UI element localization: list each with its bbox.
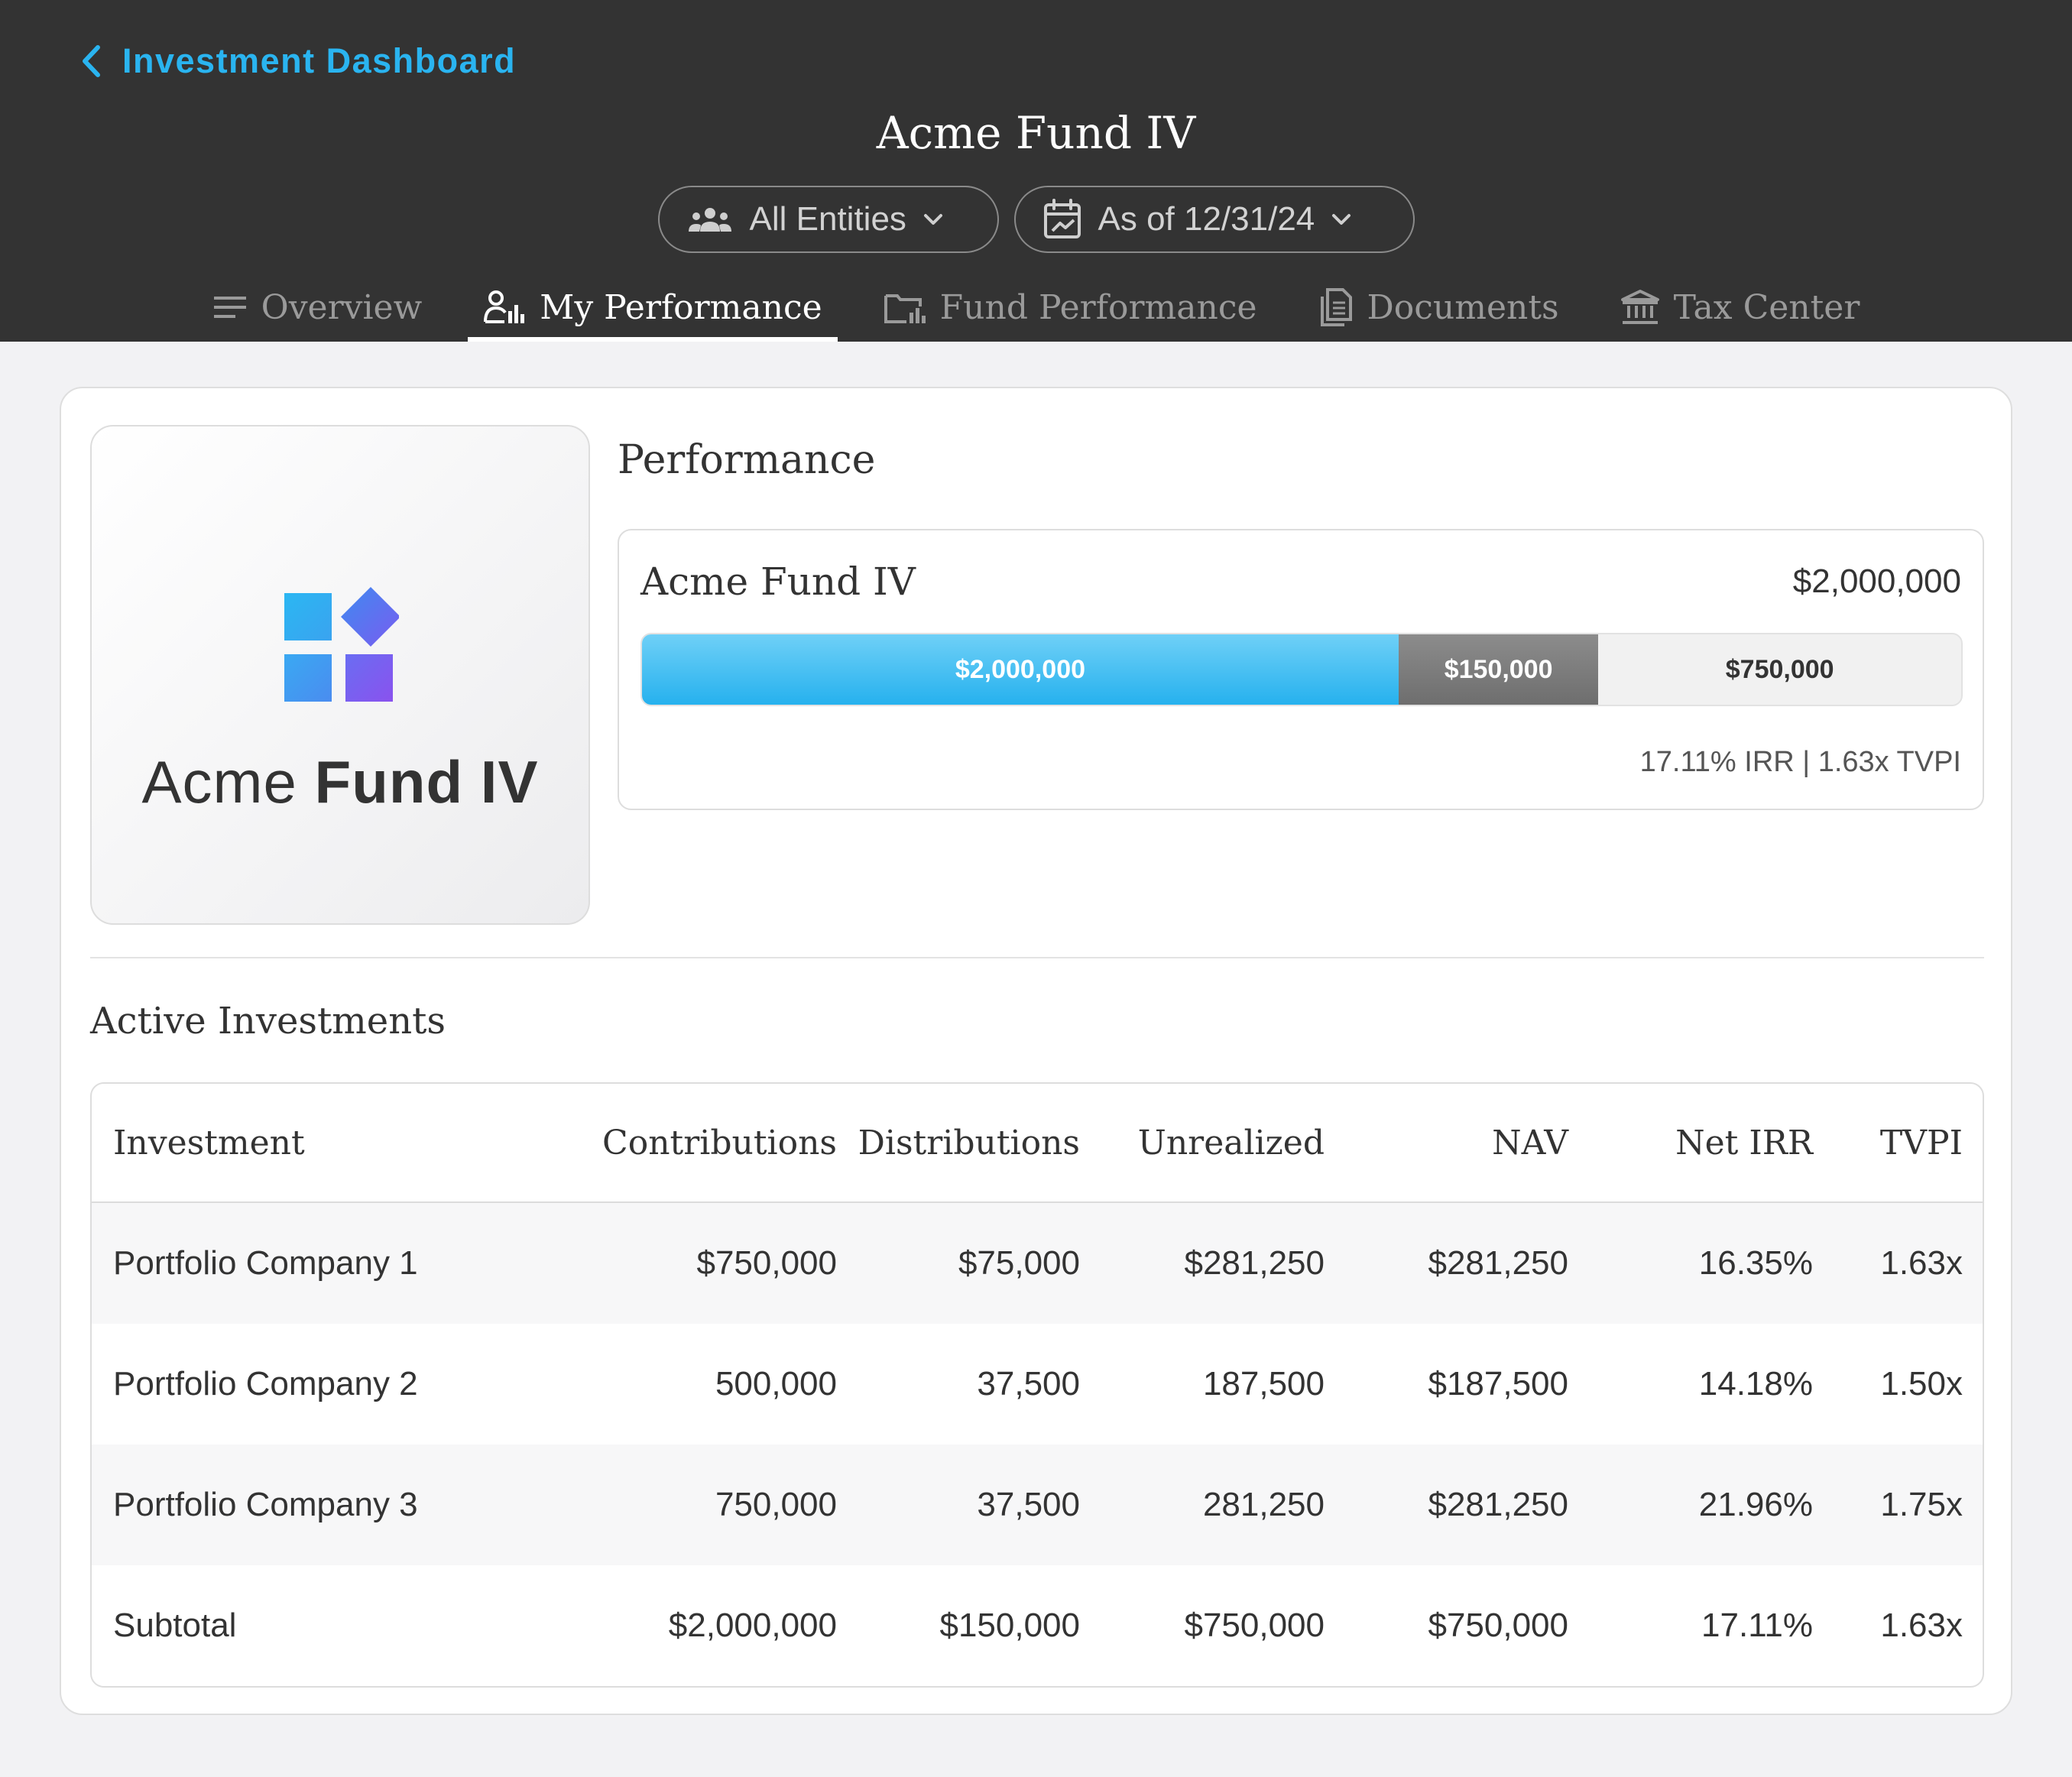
tab-documents-label: Documents xyxy=(1367,287,1559,327)
performance-fund-name: Acme Fund IV xyxy=(640,559,916,604)
table-cell: 17.11% xyxy=(1701,1607,1813,1644)
column-header[interactable]: Unrealized xyxy=(1137,1123,1325,1163)
logo-word-regular: Acme xyxy=(141,748,315,816)
table-cell: 37,500 xyxy=(977,1365,1080,1402)
table-cell: $150,000 xyxy=(939,1607,1080,1644)
table-header-row: Investment Contributions Distributions U… xyxy=(92,1084,1983,1203)
table-cell: Portfolio Company 3 xyxy=(113,1486,418,1523)
chevron-down-icon xyxy=(923,214,942,225)
table-cell: 500,000 xyxy=(715,1365,837,1402)
table-cell: 1.63x xyxy=(1880,1244,1963,1282)
column-header[interactable]: Net IRR xyxy=(1675,1123,1813,1163)
chevron-left-icon xyxy=(83,45,100,77)
bar-segment-unrealized: $750,000 xyxy=(1598,634,1961,705)
table-cell: $750,000 xyxy=(1428,1607,1568,1644)
table-cell: $75,000 xyxy=(958,1244,1080,1282)
table-cell: $750,000 xyxy=(1184,1607,1325,1644)
as-of-date-label: As of 12/31/24 xyxy=(1098,200,1315,238)
column-header[interactable]: Contributions xyxy=(602,1123,837,1163)
table-cell: 187,500 xyxy=(1202,1365,1325,1402)
table-cell: 1.50x xyxy=(1880,1365,1963,1402)
bar-segment-distributions: $150,000 xyxy=(1398,634,1599,705)
table-cell: 37,500 xyxy=(977,1486,1080,1523)
table-cell: Portfolio Company 1 xyxy=(113,1244,418,1282)
table-cell: 1.75x xyxy=(1880,1486,1963,1523)
chevron-down-icon xyxy=(1332,214,1351,225)
performance-fund-amount: $2,000,000 xyxy=(1792,563,1961,600)
fund-logo-tile: Acme Fund IV xyxy=(90,425,590,925)
tab-fund-performance[interactable]: Fund Performance xyxy=(868,273,1273,342)
table-cell: $750,000 xyxy=(696,1244,837,1282)
as-of-date-dropdown[interactable]: As of 12/31/24 xyxy=(1013,186,1415,253)
table-row[interactable]: Portfolio Company 1 $750,000 $75,000 $28… xyxy=(92,1203,1983,1324)
back-link-label: Investment Dashboard xyxy=(122,41,517,80)
performance-heading: Performance xyxy=(618,437,876,483)
table-cell: 1.63x xyxy=(1880,1607,1963,1644)
table-cell: $281,250 xyxy=(1184,1244,1325,1282)
menu-lines-icon xyxy=(213,297,246,318)
tab-documents[interactable]: Documents xyxy=(1303,273,1574,342)
documents-icon xyxy=(1320,288,1352,326)
column-header[interactable]: TVPI xyxy=(1879,1123,1963,1163)
column-header[interactable]: Distributions xyxy=(858,1123,1080,1163)
calendar-icon xyxy=(1043,199,1081,238)
entities-filter-dropdown[interactable]: All Entities xyxy=(657,186,999,253)
table-cell: 21.96% xyxy=(1698,1486,1813,1523)
active-investments-heading: Active Investments xyxy=(90,1000,446,1043)
table-cell: $281,250 xyxy=(1428,1244,1568,1282)
table-cell: Subtotal xyxy=(113,1607,237,1644)
filter-bar: All Entities As of 12/31/24 xyxy=(0,186,2072,253)
performance-stacked-bar: $2,000,000 $150,000 $750,000 xyxy=(640,633,1963,706)
section-divider xyxy=(90,957,1984,958)
fund-detail-card: Acme Fund IV Performance Acme Fund IV $2… xyxy=(60,387,2012,1715)
performance-summary-box: Acme Fund IV $2,000,000 $2,000,000 $150,… xyxy=(618,529,1984,810)
table-subtotal-row: Subtotal $2,000,000 $150,000 $750,000 $7… xyxy=(92,1565,1983,1686)
person-chart-icon xyxy=(484,290,525,323)
table-cell: 14.18% xyxy=(1698,1365,1813,1402)
table-cell: $187,500 xyxy=(1428,1365,1568,1402)
entities-filter-label: All Entities xyxy=(749,200,906,238)
logo-word-bold: Fund IV xyxy=(314,748,539,816)
bank-icon xyxy=(1620,290,1659,324)
tab-my-performance-label: My Performance xyxy=(540,287,822,327)
table-cell: Portfolio Company 2 xyxy=(113,1365,418,1402)
back-to-dashboard-link[interactable]: Investment Dashboard xyxy=(79,38,516,84)
table-cell: 281,250 xyxy=(1202,1486,1325,1523)
table-cell: $281,250 xyxy=(1428,1486,1568,1523)
tab-overview-label: Overview xyxy=(261,287,423,327)
table-row[interactable]: Portfolio Company 2 500,000 37,500 187,5… xyxy=(92,1324,1983,1445)
tab-tax-center[interactable]: Tax Center xyxy=(1605,273,1876,342)
table-cell: 16.35% xyxy=(1698,1244,1813,1282)
tab-my-performance[interactable]: My Performance xyxy=(468,273,838,342)
table-row[interactable]: Portfolio Company 3 750,000 37,500 281,2… xyxy=(92,1445,1983,1565)
table-cell: 750,000 xyxy=(715,1486,837,1523)
performance-metrics: 17.11% IRR | 1.63x TVPI xyxy=(1639,746,1961,778)
people-group-icon xyxy=(688,208,731,232)
top-header: Investment Dashboard Acme Fund IV All En… xyxy=(0,0,2072,342)
page-title: Acme Fund IV xyxy=(876,107,1196,159)
tab-tax-center-label: Tax Center xyxy=(1673,287,1860,327)
column-header[interactable]: Investment xyxy=(113,1123,305,1163)
table-cell: $2,000,000 xyxy=(668,1607,837,1644)
tab-fund-performance-label: Fund Performance xyxy=(939,287,1257,327)
folder-chart-icon xyxy=(884,294,926,323)
tab-bar: Overview My Performance Fund Performance xyxy=(0,273,2072,342)
active-investments-table: Investment Contributions Distributions U… xyxy=(90,1082,1984,1688)
tab-overview[interactable]: Overview xyxy=(197,273,438,342)
column-header[interactable]: NAV xyxy=(1492,1123,1568,1163)
fund-logo-icon xyxy=(284,587,399,702)
bar-segment-contributions: $2,000,000 xyxy=(642,634,1399,705)
fund-logo-wordmark: Acme Fund IV xyxy=(92,747,589,817)
